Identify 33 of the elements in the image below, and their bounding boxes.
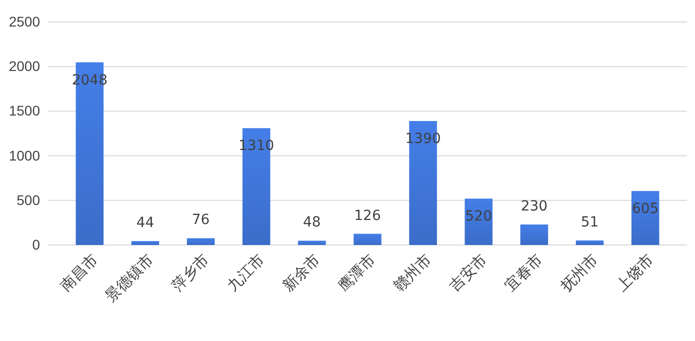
data-label: 605 bbox=[632, 201, 659, 218]
data-label: 126 bbox=[354, 208, 381, 224]
bar bbox=[354, 234, 382, 245]
y-tick-label: 500 bbox=[16, 192, 40, 208]
x-tick-label: 赣州市 bbox=[390, 251, 435, 295]
x-tick-label: 鹰潭市 bbox=[335, 251, 380, 295]
y-tick-label: 2000 bbox=[8, 58, 40, 74]
y-tick-label: 1500 bbox=[8, 102, 40, 119]
bar bbox=[520, 224, 548, 245]
x-tick-label: 萍乡市 bbox=[168, 251, 212, 295]
bar bbox=[186, 238, 215, 245]
bar bbox=[631, 191, 660, 245]
data-label: 51 bbox=[580, 214, 599, 230]
x-tick-label: 上饶市 bbox=[613, 251, 657, 295]
bar bbox=[576, 240, 604, 245]
y-tick-label: 1000 bbox=[8, 147, 40, 164]
x-tick-label: 宜春市 bbox=[502, 251, 546, 295]
bar bbox=[131, 241, 160, 245]
data-label: 230 bbox=[520, 198, 548, 214]
bar bbox=[298, 240, 326, 245]
data-label: 520 bbox=[465, 208, 492, 225]
x-tick-label: 新余市 bbox=[280, 251, 324, 295]
x-tick-label: 抚州市 bbox=[556, 251, 602, 296]
x-tick-label: 南昌市 bbox=[58, 251, 102, 295]
x-tick-label: 吉安市 bbox=[446, 251, 490, 295]
y-tick-label: 2500 bbox=[8, 13, 40, 30]
data-label: 76 bbox=[192, 212, 210, 228]
x-tick-label: 景德镇市 bbox=[102, 251, 157, 306]
bar bbox=[464, 198, 493, 245]
data-label: 44 bbox=[136, 215, 154, 232]
x-tick-label: 九江市 bbox=[224, 251, 268, 295]
y-tick-label: 0 bbox=[32, 236, 40, 252]
data-label: 48 bbox=[303, 214, 321, 231]
